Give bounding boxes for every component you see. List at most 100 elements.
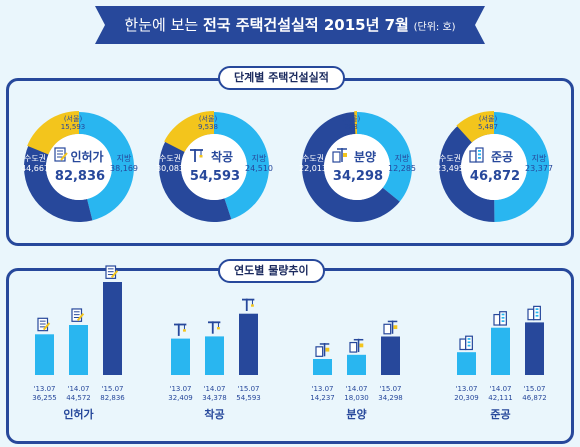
donut-panel-title: 단계별 주택건설실적 [218, 66, 345, 90]
seoul-value: 288 [344, 123, 357, 131]
capital-label: 수도권 [302, 153, 324, 163]
donut-hole [461, 134, 527, 200]
building-left [469, 150, 477, 163]
bar-year-label: '14.07 [204, 385, 226, 393]
building-shape [332, 151, 341, 163]
capital-value: 22,013 [299, 164, 327, 173]
permit-document-icon [105, 265, 119, 279]
bar-year-label: '14.07 [346, 385, 368, 393]
bar [103, 282, 122, 375]
donut-slice-local [79, 112, 135, 221]
bar-group-label: 분양 [346, 407, 366, 421]
bar [239, 313, 258, 375]
donut-hole [181, 134, 247, 200]
bar [171, 338, 190, 375]
permit-document-icon [54, 147, 68, 162]
donut-total-value: 46,872 [470, 169, 520, 184]
bar-value-label: 54,593 [236, 394, 261, 402]
seoul-label: (서울) [479, 114, 498, 123]
donut-slice-local [357, 112, 413, 202]
bar [35, 334, 54, 375]
local-value: 24,510 [245, 164, 273, 173]
bar-year-label: '13.07 [34, 385, 56, 393]
trend-panel-title: 연도별 물량추이 [218, 259, 325, 283]
building-construction-icon [349, 338, 364, 353]
completed-building-icon [527, 305, 541, 321]
sale-flag [343, 153, 347, 157]
donut-slice-local [214, 112, 270, 220]
building-left [493, 313, 501, 326]
bar-year-label: '15.07 [238, 385, 260, 393]
building-window [478, 153, 481, 156]
bar-year-label: '15.07 [102, 385, 124, 393]
seoul-value: 15,593 [61, 123, 86, 131]
completed-building-icon [459, 335, 473, 351]
local-label: 지방 [532, 153, 547, 163]
bar-value-label: 34,378 [202, 394, 227, 402]
building-shape [383, 323, 392, 335]
capital-value: 30,083 [156, 164, 184, 173]
bar-value-label: 20,309 [454, 394, 479, 402]
sale-flag [359, 343, 364, 348]
seoul-value: 9,538 [198, 123, 218, 131]
bar-value-label: 32,409 [168, 394, 193, 402]
building-window [467, 341, 471, 344]
capital-value: 44,667 [21, 164, 49, 173]
sale-flag [393, 325, 398, 330]
bar-group-label: 착공 [204, 407, 224, 421]
banner-ribbon-shape [95, 6, 485, 44]
seoul-label: (서울) [64, 114, 83, 123]
building-left [459, 338, 467, 351]
sale-flag [325, 347, 330, 352]
donut-total-value: 82,836 [55, 169, 105, 184]
bar [457, 352, 476, 375]
building-window [535, 308, 539, 310]
crane-icon [242, 298, 255, 312]
seoul-label: (서울) [199, 114, 218, 123]
bar-value-label: 34,298 [378, 394, 403, 402]
bar-value-label: 14,237 [310, 394, 335, 402]
bar-value-label: 44,572 [66, 394, 91, 402]
title-unit: (단위: 호) [413, 22, 456, 33]
local-value: 12,285 [388, 164, 416, 173]
building-window [501, 313, 505, 316]
completed-building-icon [493, 311, 507, 326]
permit-document-icon [71, 308, 85, 322]
pen-shape [76, 313, 85, 322]
seoul-value: 5,487 [478, 123, 498, 131]
local-label: 지방 [395, 153, 410, 163]
crane-load [183, 329, 186, 332]
title-banner: 한눈에 보는 전국 주택건설실적 2015년 7월 (단위: 호) [95, 6, 485, 44]
capital-label: 수도권 [159, 153, 181, 163]
bar-year-label: '13.07 [312, 385, 334, 393]
donut-slice-local [494, 111, 550, 222]
donut-slice-seoul [27, 111, 79, 155]
donut-total-value: 34,298 [333, 169, 383, 184]
bar [525, 322, 544, 375]
completed-building-icon [469, 147, 484, 163]
building-window [478, 150, 481, 152]
building-window [467, 344, 471, 347]
crane-icon [190, 149, 203, 162]
bar [205, 336, 224, 375]
bar [381, 336, 400, 375]
bar [347, 354, 366, 375]
building-shape [315, 346, 324, 357]
bar [491, 327, 510, 375]
pen-shape [60, 152, 68, 161]
bar-value-label: 18,030 [344, 394, 369, 402]
bar-year-label: '14.07 [68, 385, 90, 393]
donut-total-value: 54,593 [190, 169, 240, 184]
crane-icon [174, 323, 187, 336]
bar-value-label: 46,872 [522, 394, 547, 402]
bar-year-label: '14.07 [490, 385, 512, 393]
local-label: 지방 [252, 153, 267, 163]
capital-label: 수도권 [24, 153, 46, 163]
bar-year-label: '13.07 [170, 385, 192, 393]
bar-group-label: 인허가 [63, 407, 93, 421]
bar [313, 359, 332, 375]
building-construction-icon [332, 148, 347, 163]
crane-load [217, 327, 220, 330]
local-label: 지방 [117, 153, 132, 163]
